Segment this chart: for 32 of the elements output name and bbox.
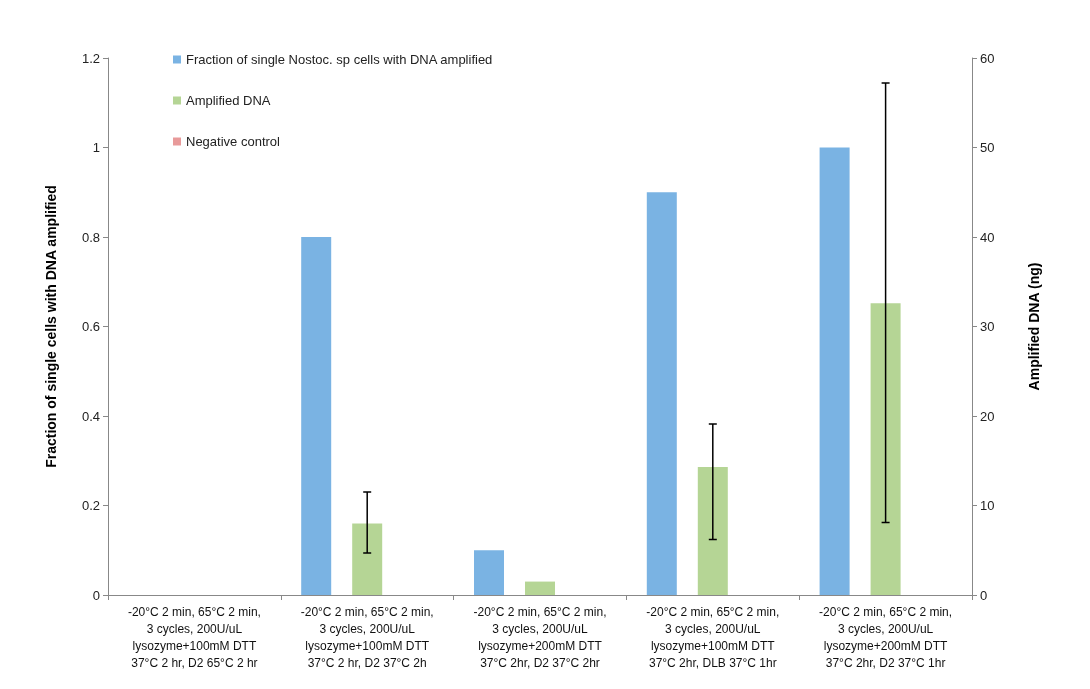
bar bbox=[301, 237, 332, 595]
y2-tick-label: 10 bbox=[980, 498, 995, 513]
y-tick-label: 0.4 bbox=[81, 408, 100, 424]
y-tick-label: 0.8 bbox=[81, 229, 100, 245]
y-tick-label: 0 bbox=[92, 587, 100, 603]
legend-label: Amplified DNA bbox=[186, 93, 271, 108]
bar bbox=[352, 523, 383, 595]
bar bbox=[646, 192, 677, 595]
x-tick-label: -20°C 2 min, 65°C 2 min, 3 cycles, 200U/uL lysozyme+100mM DTT 37°C 2hr, DLB 37°C 1hr bbox=[646, 604, 780, 670]
y2-tick-label: 50 bbox=[980, 140, 995, 155]
x-tick-label: -20°C 2 min, 65°C 2 min, 3 cycles, 200U/uL lysozyme+100mM DTT 37°C 2 hr, D2 65°C 2 hr bbox=[127, 604, 261, 670]
y-tick-label: 1.2 bbox=[81, 50, 100, 66]
y-tick-label: 1 bbox=[92, 140, 100, 155]
bar bbox=[697, 467, 728, 595]
y2-tick-label: 60 bbox=[980, 50, 995, 66]
bar bbox=[819, 147, 850, 595]
y-tick-label: 0.6 bbox=[81, 319, 100, 334]
bar bbox=[870, 303, 901, 595]
y-tick-label: 0.2 bbox=[81, 498, 100, 513]
y2-tick-label: 0 bbox=[980, 587, 988, 603]
legend-label: Fraction of single Nostoc. sp cells with DNA amplified bbox=[186, 52, 493, 67]
bar bbox=[525, 581, 555, 595]
legend-label: Negative control bbox=[186, 134, 281, 149]
x-tick-label: -20°C 2 min, 65°C 2 min, 3 cycles, 200U/uL lysozyme+200mM DTT 37°C 2hr, D2 37°C 1hr bbox=[819, 604, 953, 670]
y2-tick-label: 30 bbox=[980, 319, 995, 334]
y2-axis-title: Amplified DNA (ng) bbox=[1026, 262, 1042, 391]
y2-tick-label: 40 bbox=[980, 229, 995, 245]
x-tick-label: -20°C 2 min, 65°C 2 min, 3 cycles, 200U/uL lysozyme+100mM DTT 37°C 2 hr, D2 37°C 2h bbox=[300, 604, 434, 670]
x-tick-label: -20°C 2 min, 65°C 2 min, 3 cycles, 200U/uL lysozyme+200mM DTT 37°C 2hr, D2 37°C 2hr bbox=[473, 604, 607, 670]
bar bbox=[474, 550, 504, 595]
y2-tick-label: 20 bbox=[980, 408, 995, 424]
y-axis-title: Fraction of single cells with DNA amplified bbox=[43, 185, 59, 468]
